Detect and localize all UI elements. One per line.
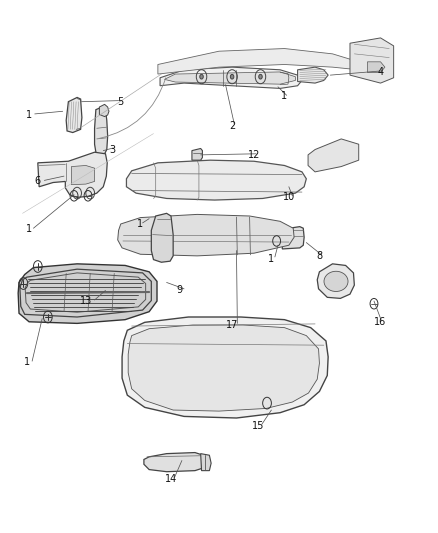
Text: 16: 16 (374, 317, 387, 327)
Polygon shape (18, 264, 157, 324)
Polygon shape (71, 165, 95, 184)
Polygon shape (297, 67, 328, 83)
Text: 2: 2 (229, 120, 235, 131)
Text: 14: 14 (165, 474, 177, 484)
Text: 1: 1 (282, 91, 288, 101)
Polygon shape (317, 264, 354, 298)
Ellipse shape (200, 75, 203, 79)
Text: 1: 1 (26, 110, 32, 120)
Text: 1: 1 (24, 357, 30, 367)
Polygon shape (160, 67, 302, 88)
Polygon shape (38, 152, 107, 197)
Polygon shape (95, 107, 108, 155)
Polygon shape (128, 325, 319, 411)
Polygon shape (164, 72, 295, 84)
Text: 10: 10 (283, 192, 295, 203)
Polygon shape (144, 453, 202, 472)
Polygon shape (66, 98, 82, 133)
Polygon shape (192, 149, 202, 160)
Text: 1: 1 (26, 224, 32, 235)
Polygon shape (99, 104, 109, 117)
Text: 1: 1 (268, 254, 275, 263)
Polygon shape (158, 49, 359, 74)
Text: 5: 5 (118, 96, 124, 107)
Polygon shape (118, 214, 294, 256)
Polygon shape (350, 38, 394, 83)
Text: 15: 15 (252, 421, 265, 431)
Text: 17: 17 (226, 320, 238, 330)
Polygon shape (308, 139, 359, 172)
Polygon shape (127, 160, 306, 200)
Ellipse shape (259, 75, 262, 79)
Text: 13: 13 (80, 296, 92, 306)
Text: 1: 1 (138, 219, 144, 229)
Text: 12: 12 (248, 150, 260, 160)
Ellipse shape (230, 75, 234, 79)
Polygon shape (367, 62, 385, 72)
Text: 8: 8 (316, 251, 322, 261)
Text: 6: 6 (35, 176, 41, 187)
Polygon shape (151, 213, 173, 262)
Polygon shape (122, 317, 328, 418)
Polygon shape (283, 227, 304, 249)
Text: 9: 9 (177, 286, 183, 295)
Text: 4: 4 (378, 68, 384, 77)
Ellipse shape (324, 271, 348, 292)
Text: 3: 3 (109, 144, 115, 155)
Polygon shape (201, 454, 211, 471)
